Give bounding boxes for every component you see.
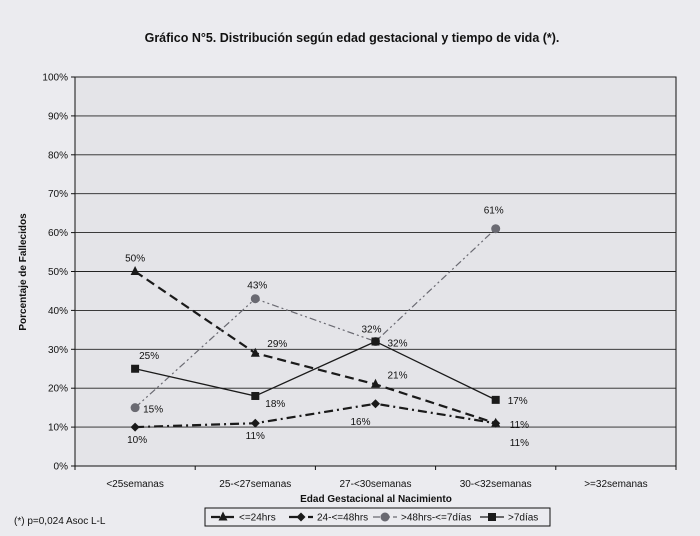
legend-swatch-marker	[488, 513, 496, 521]
legend-label: <=24hrs	[239, 513, 276, 524]
x-axis-label: Edad Gestacional al Nacimiento	[300, 494, 452, 505]
data-point	[131, 364, 140, 373]
data-point	[491, 418, 501, 428]
series-line	[134, 228, 497, 409]
data-label: 29%	[267, 339, 287, 350]
legend-label: >48hrs-<=7días	[401, 513, 471, 524]
plot-area: 0% 10% 20% 30% 40% 50% 60% 70% 80% 90% 100% <25sema…	[42, 73, 677, 490]
data-label: 32%	[388, 339, 408, 350]
chart-title: Gráfico N°5. Distribución según edad ges…	[145, 31, 560, 45]
data-point	[491, 395, 500, 404]
legend-label: >7días	[508, 513, 538, 524]
data-label: 10%	[127, 435, 147, 446]
series-line	[134, 270, 497, 425]
data-point	[130, 403, 140, 413]
x-tick-label: 30-<32semanas	[460, 479, 532, 490]
y-tick-label: 100%	[42, 73, 68, 84]
data-label: 17%	[508, 396, 528, 407]
data-point	[130, 266, 140, 275]
legend-label: 24-<=48hrs	[317, 513, 368, 524]
data-point	[371, 378, 380, 388]
y-tick-label: 40%	[48, 306, 68, 317]
data-point	[250, 418, 260, 428]
y-axis-label: Porcentaje de Fallecidos	[18, 213, 29, 331]
data-point	[130, 422, 140, 432]
legend: <=24hrs 24-<=48hrs >48hrs-<=7días >7días	[204, 507, 551, 527]
y-tick-label: 50%	[48, 267, 68, 278]
y-tick-label: 90%	[48, 111, 68, 122]
data-label: 18%	[265, 399, 285, 410]
data-point	[371, 337, 380, 346]
data-label: 21%	[388, 370, 408, 381]
legend-swatch-marker	[296, 512, 306, 522]
data-point	[250, 294, 260, 304]
data-point	[491, 224, 501, 234]
x-tick-label: >=32semanas	[584, 479, 647, 490]
data-label: 15%	[143, 405, 163, 416]
data-label: 16%	[350, 417, 370, 428]
y-tick-label: 60%	[48, 228, 68, 239]
data-label: 11%	[510, 420, 529, 431]
data-point	[371, 399, 380, 409]
x-tick-label: 27-<30semanas	[340, 479, 412, 490]
y-tick-label: 10%	[48, 423, 68, 434]
data-label: 43%	[247, 281, 267, 292]
data-label: 11%	[246, 431, 265, 442]
data-label: 11%	[510, 438, 529, 449]
y-tick-label: 70%	[48, 189, 68, 200]
x-tick-label: 25-<27semanas	[219, 479, 291, 490]
legend-swatch-marker	[218, 511, 228, 521]
y-tick-label: 0%	[54, 462, 69, 473]
series-line	[135, 402, 496, 429]
data-point	[250, 347, 260, 357]
data-label: 61%	[484, 206, 504, 217]
x-tick-label: <25semanas	[106, 479, 164, 490]
data-point	[251, 391, 260, 400]
data-label: 32%	[361, 325, 381, 336]
y-tick-label: 30%	[48, 345, 68, 356]
series-line	[134, 340, 496, 401]
data-label: 50%	[125, 254, 145, 265]
footnote: (*) p=0,024 Asoc L-L	[14, 516, 106, 527]
y-tick-label: 80%	[48, 150, 68, 161]
data-label: 25%	[139, 351, 159, 362]
legend-swatch-marker	[380, 512, 390, 522]
y-tick-label: 20%	[48, 384, 68, 395]
